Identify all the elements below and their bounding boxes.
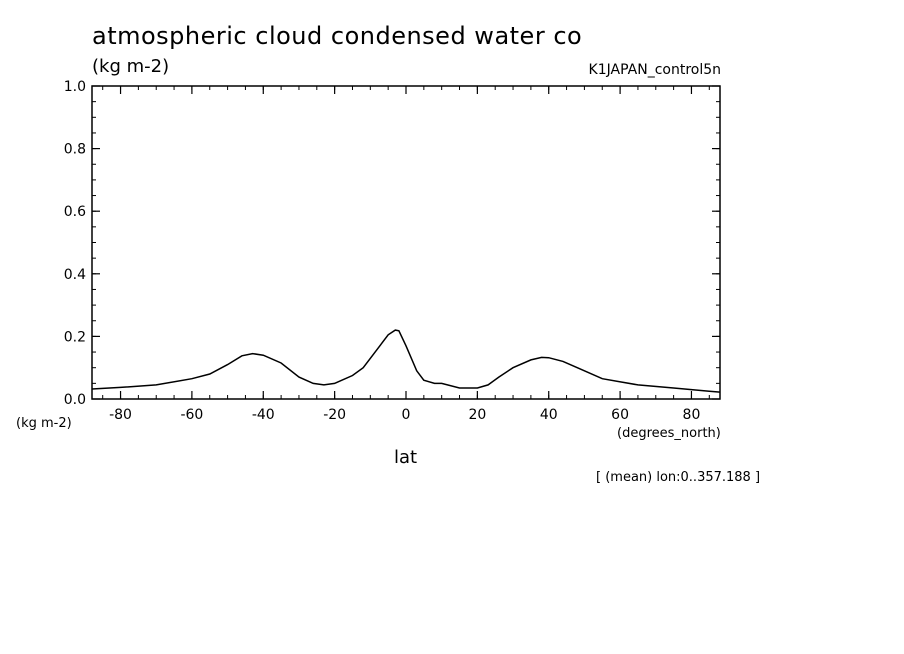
y-axis-unit-left-label: (kg m-2) [16,416,72,431]
x-axis-units-label: (degrees_north) [617,426,721,441]
x-tick-label: 0 [402,407,411,423]
run-name-label: K1JAPAN_control5n [588,62,721,78]
y-tick-label: 1.0 [64,79,86,95]
x-axis-label: lat [394,447,418,468]
x-tick-label: 60 [611,407,629,423]
plot-frame [91,85,721,400]
averaging-note: [ (mean) lon:0..357.188 ] [596,470,761,485]
y-tick-labels: 0.0 0.2 0.4 0.6 0.8 1.0 [64,79,86,408]
y-tick-label: 0.0 [64,392,86,408]
x-tick-labels: -80 -60 -40 -20 0 20 40 60 80 [109,407,700,423]
y-tick-label: 0.8 [64,142,86,158]
major-ticks [92,85,720,400]
x-tick-label: -20 [323,407,346,423]
minor-ticks [92,85,720,400]
x-tick-label: 40 [540,407,558,423]
y-axis-unit-label: (kg m-2) [92,56,170,77]
x-tick-label: 20 [468,407,486,423]
x-tick-label: -80 [109,407,132,423]
y-tick-label: 0.6 [64,204,86,220]
x-tick-label: -60 [180,407,203,423]
series-line-cloud-water [91,329,721,393]
x-tick-label: -40 [252,407,275,423]
chart-title: atmospheric cloud condensed water co [92,22,583,50]
y-tick-label: 0.2 [64,329,86,345]
y-tick-label: 0.4 [64,267,86,283]
x-tick-label: 80 [683,407,701,423]
